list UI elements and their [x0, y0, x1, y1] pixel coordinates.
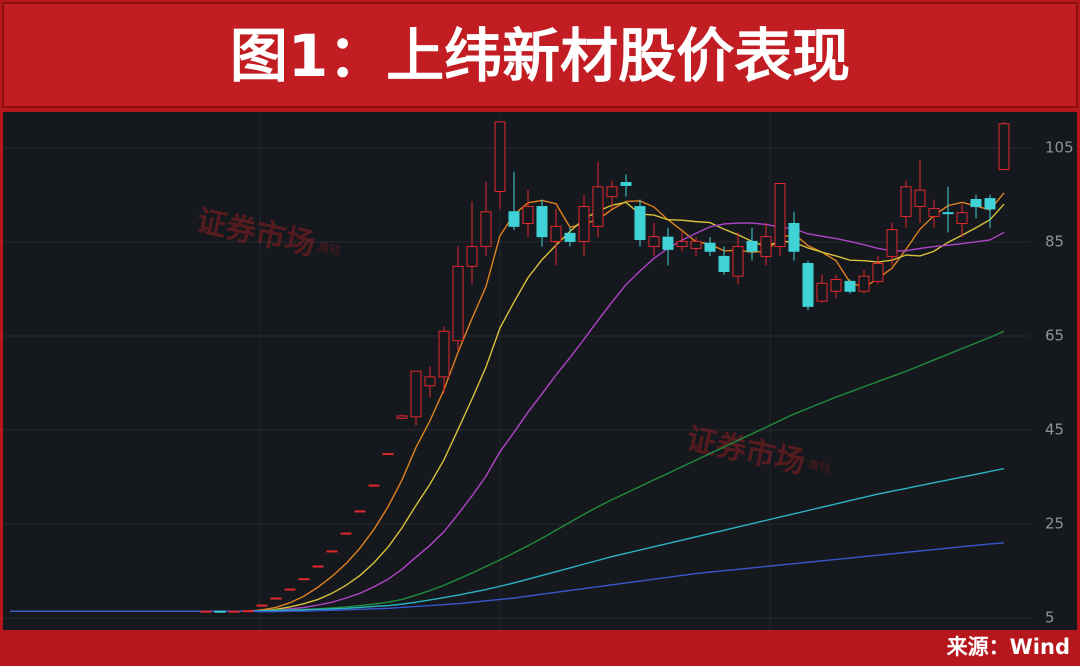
candle-body: [984, 198, 996, 210]
candle-body: [592, 186, 604, 227]
candle-body: [242, 610, 254, 613]
y-tick-label: 65: [1045, 326, 1064, 344]
y-tick-label: 25: [1045, 515, 1064, 533]
watermark-sub: 周刊: [807, 458, 831, 475]
candle-body: [942, 212, 954, 215]
candle-body: [900, 186, 912, 217]
candle-body: [998, 123, 1010, 170]
y-axis: 5 25 45 65 85 105: [1045, 138, 1074, 626]
candles: [200, 121, 1010, 613]
candle-body: [550, 225, 562, 242]
candle-body: [648, 236, 660, 248]
ma-line: [10, 542, 1005, 613]
candle-body: [326, 550, 338, 553]
candle-body: [494, 121, 506, 193]
candle-body: [970, 199, 982, 208]
candle-body: [256, 604, 268, 607]
plot-area: [3, 112, 1077, 630]
candle-body: [914, 189, 926, 208]
candle-body: [690, 240, 702, 249]
candle-body: [564, 232, 576, 242]
candle-body: [718, 255, 730, 272]
candle-body: [676, 240, 688, 248]
candle-body: [844, 280, 856, 292]
candle-body: [466, 246, 478, 267]
candle-body: [536, 206, 548, 238]
candle-body: [368, 484, 380, 487]
candle-body: [956, 212, 968, 225]
candle-body: [704, 242, 716, 252]
candle-body: [788, 223, 800, 252]
candle-body: [774, 183, 786, 248]
candle-body: [858, 275, 870, 292]
candle-body: [396, 415, 408, 419]
watermark-sub: 周刊: [317, 240, 341, 257]
candle-body: [298, 578, 310, 581]
candle-body: [382, 453, 394, 456]
candle-body: [438, 330, 450, 378]
candle-body: [606, 186, 618, 198]
source: 来源：Wind: [947, 635, 1070, 659]
candle-body: [452, 265, 464, 342]
candle-body: [424, 376, 436, 387]
candle-body: [802, 262, 814, 307]
candle-body: [522, 206, 534, 225]
y-tick-label: 85: [1045, 232, 1064, 250]
candle-body: [228, 610, 240, 613]
candle-body: [578, 206, 590, 242]
candle-body: [816, 282, 828, 302]
candle-body: [662, 236, 674, 250]
candle-body: [214, 610, 226, 613]
chart-title: 图1：上纬新材股价表现: [230, 22, 850, 90]
candle-body: [830, 278, 842, 292]
candle-body: [312, 565, 324, 568]
title-banner: [2, 2, 1078, 108]
candle-body: [508, 211, 520, 227]
ma-lines: [10, 192, 1005, 613]
candle-body: [732, 246, 744, 277]
y-tick-label: 105: [1045, 138, 1074, 156]
candle-body: [620, 182, 632, 186]
candle-body: [200, 610, 212, 613]
candle-body: [340, 532, 352, 535]
y-tick-label: 5: [1045, 609, 1055, 627]
y-tick-label: 45: [1045, 421, 1064, 439]
candle-body: [634, 206, 646, 241]
candle-body: [872, 262, 884, 282]
candle-body: [928, 207, 940, 217]
candle-body: [354, 510, 366, 513]
candle-body: [270, 597, 282, 600]
candle-body: [746, 240, 758, 252]
candle-body: [760, 236, 772, 257]
grid: [3, 147, 1030, 619]
candle-body: [886, 229, 898, 257]
candle-body: [284, 588, 296, 591]
candle-body: [480, 211, 492, 248]
candle-body: [410, 370, 422, 418]
